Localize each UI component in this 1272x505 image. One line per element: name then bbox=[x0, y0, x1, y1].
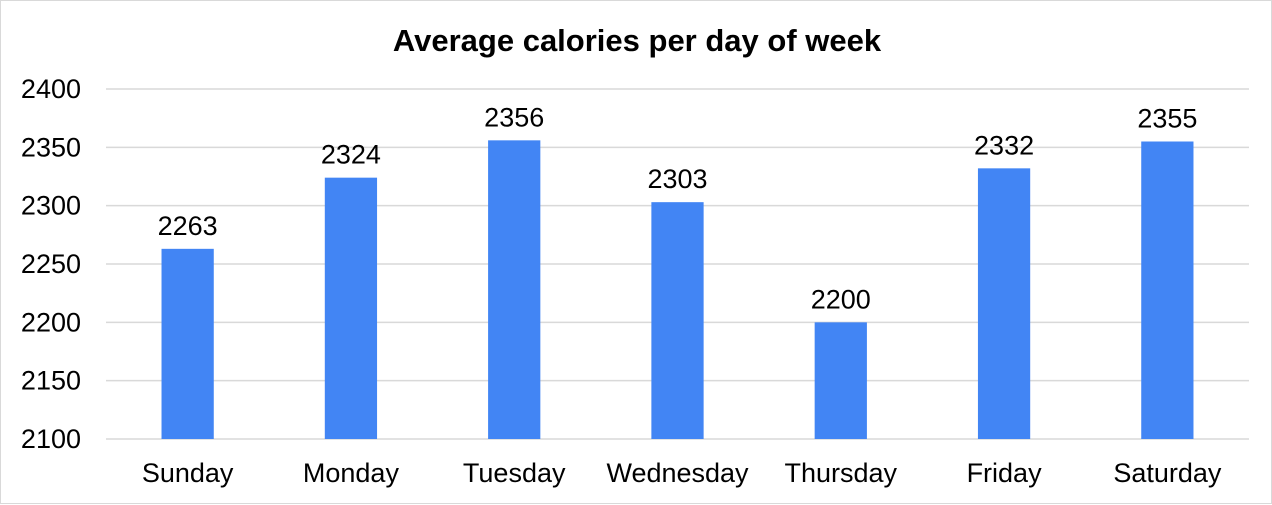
bar-friday bbox=[977, 168, 1031, 440]
data-labels: 2263 2324 2356 2303 2200 2332 2355 bbox=[158, 102, 1198, 314]
data-label: 2324 bbox=[321, 140, 381, 170]
data-label: 2303 bbox=[647, 164, 707, 194]
y-tick-label: 2100 bbox=[21, 424, 81, 454]
bar-wednesday bbox=[651, 202, 704, 439]
bar-monday bbox=[324, 177, 378, 439]
y-axis-ticks: 2100 2150 2200 2250 2300 2350 2400 bbox=[21, 74, 81, 454]
x-tick-label: Saturday bbox=[1113, 458, 1222, 488]
data-label: 2355 bbox=[1137, 104, 1197, 134]
bar-saturday bbox=[1141, 141, 1194, 439]
x-axis-ticks: Sunday Monday Tuesday Wednesday Thursday Frid… bbox=[142, 458, 1222, 488]
x-tick-label: Thursday bbox=[785, 458, 898, 488]
x-tick-label: Monday bbox=[303, 458, 400, 488]
bar-sunday bbox=[161, 248, 214, 439]
y-tick-label: 2200 bbox=[21, 307, 81, 337]
x-tick-label: Wednesday bbox=[606, 458, 749, 488]
data-label: 2200 bbox=[811, 284, 871, 314]
data-label: 2332 bbox=[974, 130, 1034, 160]
x-tick-label: Tuesday bbox=[463, 458, 566, 488]
data-label: 2263 bbox=[158, 211, 218, 241]
x-tick-label: Sunday bbox=[142, 458, 234, 488]
y-tick-label: 2150 bbox=[21, 366, 81, 396]
bar-thursday bbox=[814, 322, 867, 439]
x-tick-label: Friday bbox=[967, 458, 1043, 488]
bar-tuesday bbox=[488, 140, 541, 440]
data-label: 2356 bbox=[484, 102, 544, 132]
y-tick-label: 2250 bbox=[21, 249, 81, 279]
bars bbox=[161, 140, 1194, 440]
chart-title: Average calories per day of week bbox=[393, 23, 882, 58]
y-tick-label: 2350 bbox=[21, 132, 81, 162]
y-tick-label: 2400 bbox=[21, 74, 81, 104]
y-tick-label: 2300 bbox=[21, 191, 81, 221]
